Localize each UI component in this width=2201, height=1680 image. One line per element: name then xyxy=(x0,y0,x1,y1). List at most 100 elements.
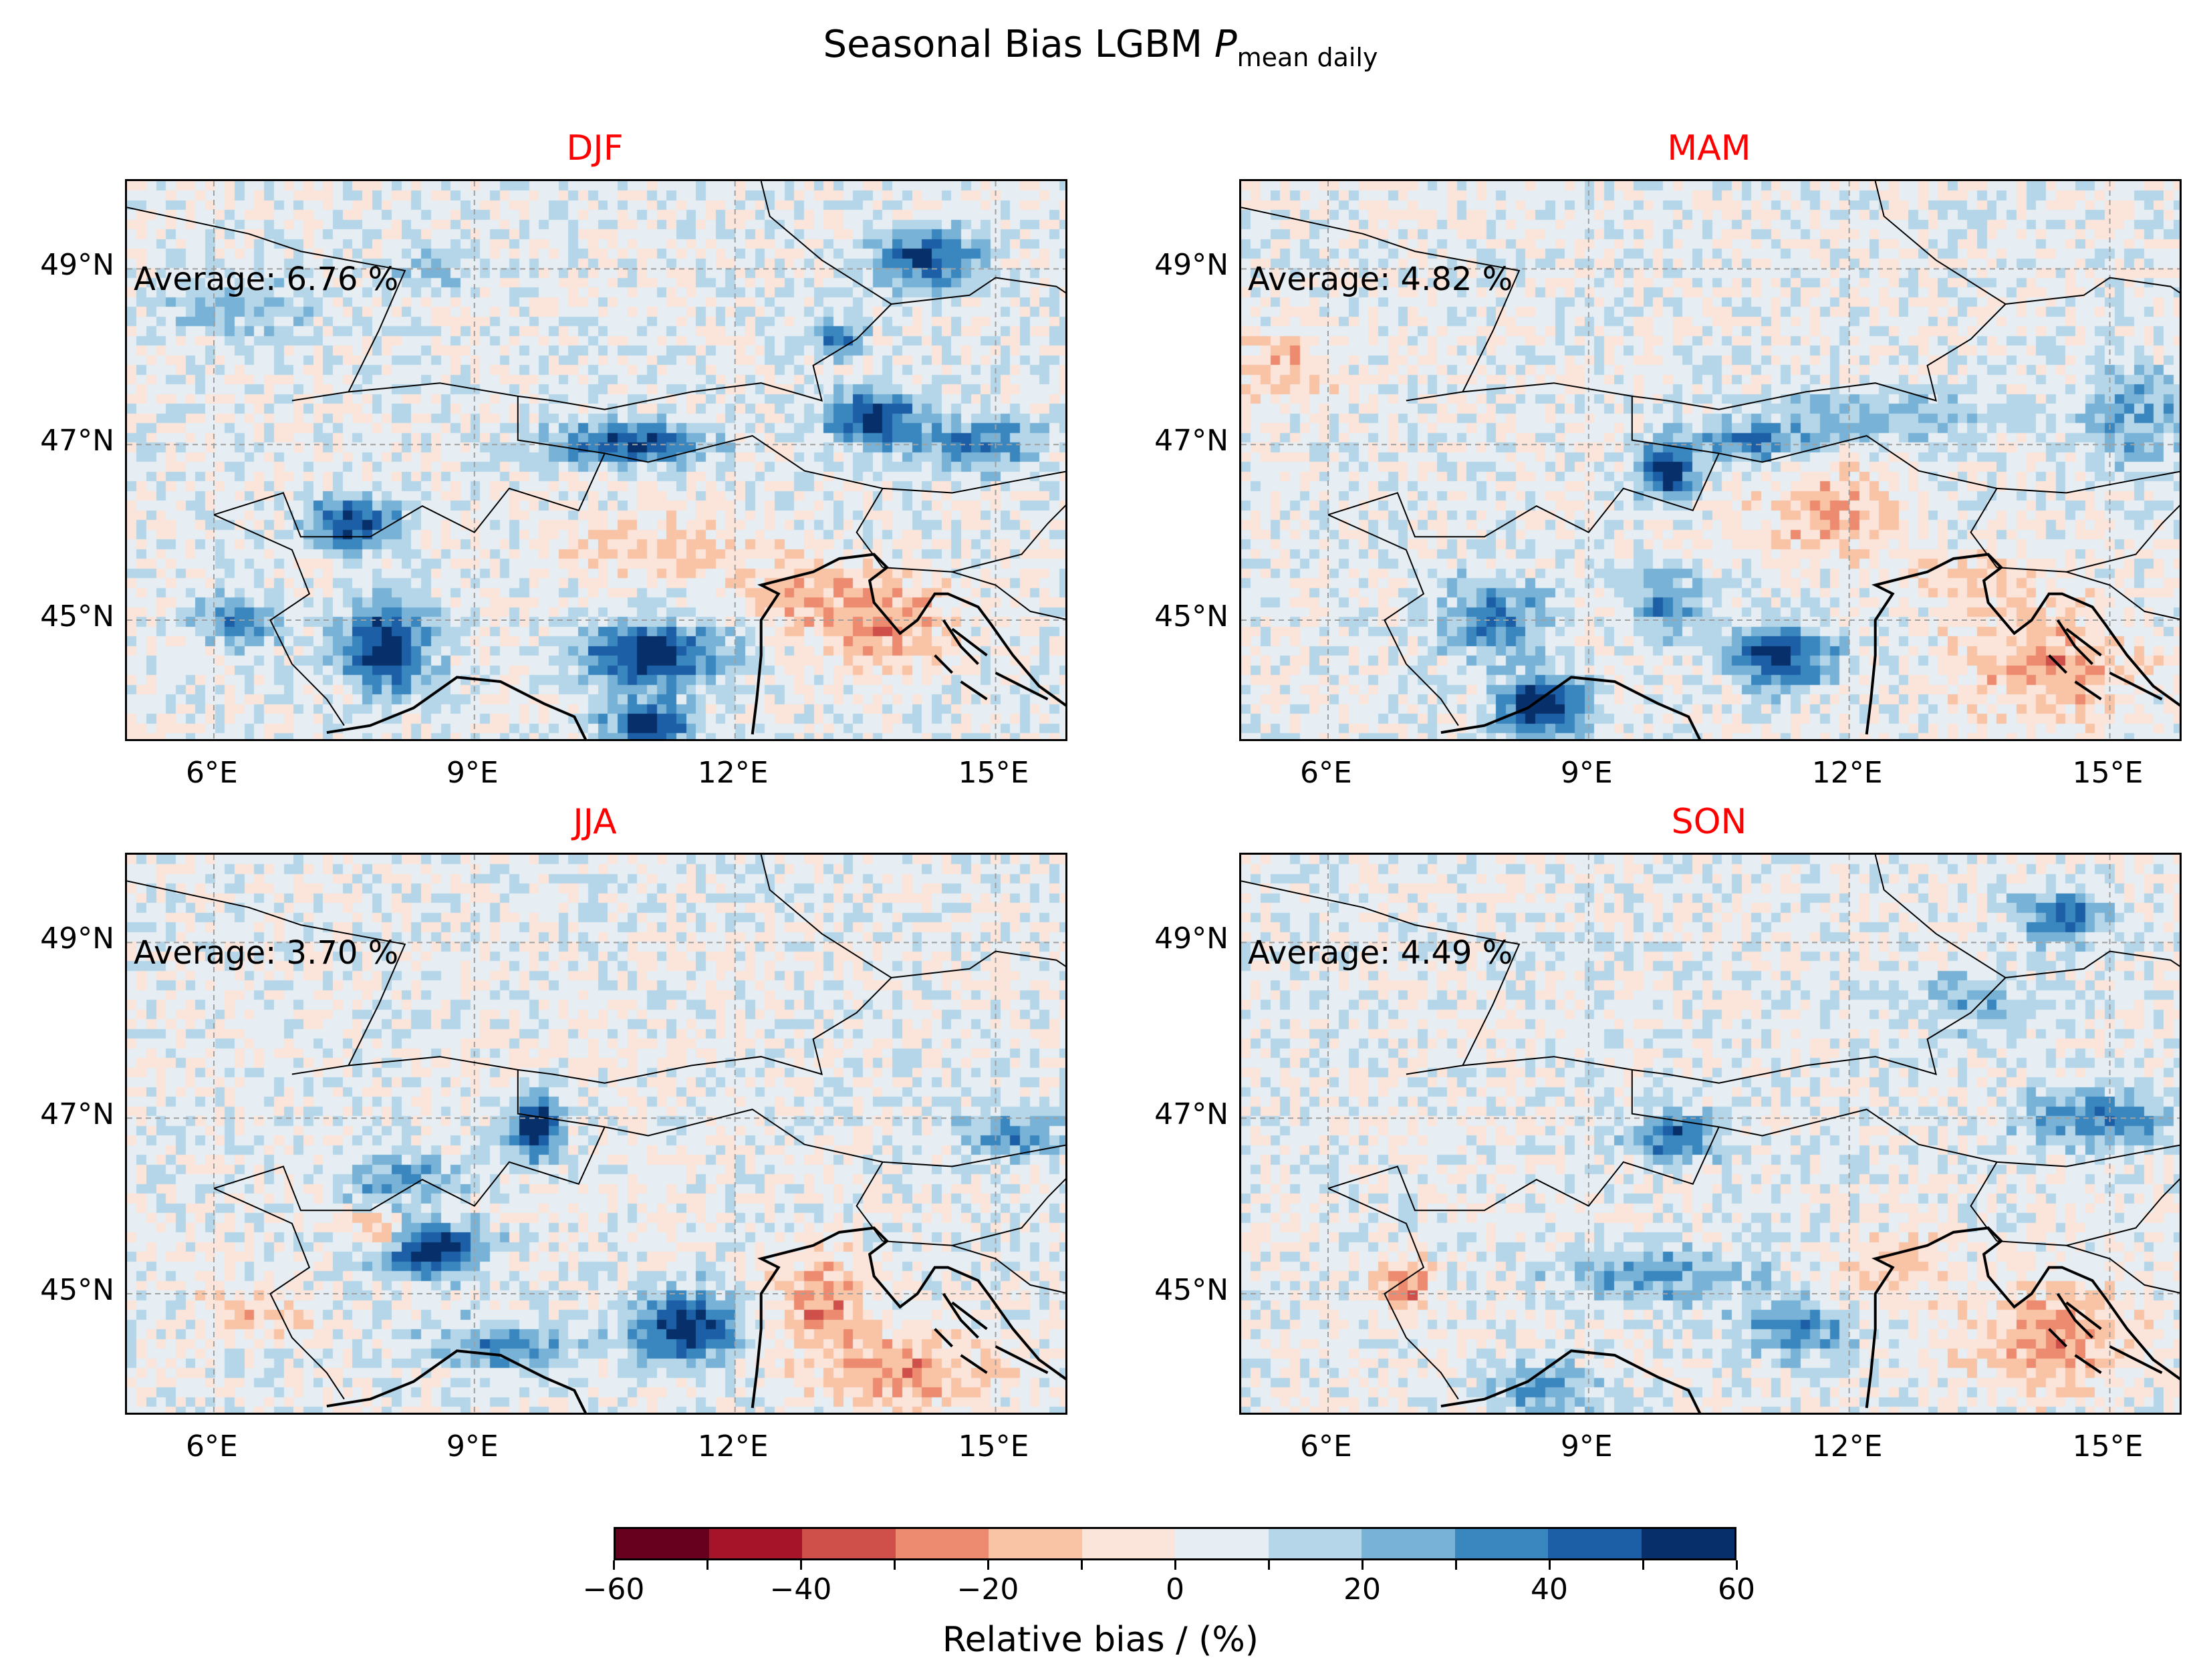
coastline xyxy=(751,1226,1065,1409)
x-tick-label: 6°E xyxy=(1300,1429,1352,1463)
country-border xyxy=(1327,1187,1459,1400)
map-overlay xyxy=(1241,181,2180,739)
coastline xyxy=(326,1349,588,1413)
colorbar-tick-mark xyxy=(1454,1560,1457,1570)
x-tick-label: 6°E xyxy=(1300,756,1352,790)
country-border xyxy=(213,435,1065,538)
colorbar-segment xyxy=(1641,1529,1734,1558)
y-tick-label: 47°N xyxy=(1154,1097,1228,1132)
x-tick-label: 9°E xyxy=(446,756,499,790)
colorbar-tick-mark xyxy=(799,1560,802,1570)
y-tick-label: 45°N xyxy=(40,1273,114,1308)
coastline xyxy=(1865,1226,2180,1409)
figure-title: Seasonal Bias LGBM Pmean daily xyxy=(0,23,2201,72)
colorbar-tick-label: 60 xyxy=(1718,1572,1755,1606)
colorbar-tick-mark xyxy=(987,1560,989,1570)
coastline xyxy=(2065,1301,2102,1331)
x-tick-label: 6°E xyxy=(186,1429,238,1463)
map-overlay xyxy=(1241,855,2180,1413)
country-border xyxy=(291,1065,349,1075)
panel-title-mam: MAM xyxy=(1667,128,1751,168)
panel-title-son: SON xyxy=(1671,802,1747,842)
colorbar-segment xyxy=(1548,1529,1642,1558)
coastline xyxy=(2048,654,2068,674)
country-border xyxy=(1406,391,1463,402)
map-overlay xyxy=(127,181,1065,739)
coastline xyxy=(934,654,954,674)
coastline xyxy=(1440,676,1702,739)
country-border xyxy=(2005,277,2180,305)
average-label-son: Average: 4.49 % xyxy=(1248,934,1513,972)
map-panel-jja xyxy=(125,853,1067,1415)
colorbar-segment xyxy=(989,1529,1082,1558)
country-border xyxy=(2005,950,2180,978)
country-border xyxy=(952,1244,1065,1294)
colorbar-tick-mark xyxy=(1267,1560,1270,1570)
colorbar-tick-mark xyxy=(1735,1560,1738,1570)
colorbar-segment xyxy=(1175,1529,1269,1558)
country-border xyxy=(882,505,1065,573)
coastline xyxy=(1865,553,2180,735)
coastline xyxy=(2074,680,2102,700)
average-label-djf: Average: 6.76 % xyxy=(134,261,399,298)
map-panel-djf xyxy=(125,179,1067,741)
coastline xyxy=(2048,1328,2068,1348)
country-border xyxy=(213,1187,345,1400)
x-tick-label: 9°E xyxy=(1560,1429,1613,1463)
country-border xyxy=(517,1069,605,1128)
colorbar-tick-label: −20 xyxy=(956,1572,1019,1606)
country-border xyxy=(882,1178,1065,1246)
colorbar-tick-label: −60 xyxy=(582,1572,645,1606)
coastline xyxy=(934,1328,954,1348)
y-tick-label: 49°N xyxy=(1154,248,1228,283)
coastline xyxy=(2109,672,2163,701)
colorbar-tick-mark xyxy=(1548,1560,1551,1570)
colorbar-tick-label: −40 xyxy=(769,1572,832,1606)
colorbar-tick-mark xyxy=(893,1560,896,1570)
colorbar-tick-mark xyxy=(1174,1560,1176,1570)
colorbar-segment xyxy=(802,1529,896,1558)
x-tick-label: 9°E xyxy=(1560,756,1613,790)
coastline xyxy=(1440,1349,1702,1413)
coastline xyxy=(326,676,588,739)
country-border xyxy=(1631,396,1719,454)
country-border xyxy=(1327,435,2180,538)
panel-title-jja: JJA xyxy=(573,802,617,842)
country-border xyxy=(1631,1069,1719,1128)
x-tick-label: 15°E xyxy=(2072,756,2144,790)
coastline xyxy=(2074,1354,2102,1374)
y-tick-label: 45°N xyxy=(1154,1273,1228,1308)
colorbar-tick-label: 20 xyxy=(1343,1572,1381,1606)
coastline xyxy=(995,672,1049,701)
coastline xyxy=(2065,627,2102,657)
coastline xyxy=(995,1345,1049,1375)
coastline xyxy=(2109,1345,2163,1375)
colorbar-tick-label: 0 xyxy=(1166,1572,1184,1606)
country-border xyxy=(2066,571,2180,620)
country-border xyxy=(1996,1178,2180,1246)
colorbar-segment xyxy=(708,1529,802,1558)
map-panel-mam xyxy=(1239,179,2182,741)
y-tick-label: 49°N xyxy=(40,248,114,283)
x-tick-label: 9°E xyxy=(446,1429,499,1463)
country-border xyxy=(1327,1109,2180,1212)
colorbar-tick-label: 40 xyxy=(1531,1572,1568,1606)
y-tick-label: 49°N xyxy=(40,922,114,956)
title-prefix: Seasonal Bias LGBM xyxy=(823,23,1214,66)
x-tick-label: 12°E xyxy=(697,756,769,790)
y-tick-label: 49°N xyxy=(1154,922,1228,956)
coastline xyxy=(2056,619,2093,666)
colorbar-segment xyxy=(895,1529,989,1558)
colorbar-tick-mark xyxy=(1361,1560,1364,1570)
country-border xyxy=(213,1109,1065,1212)
x-tick-label: 15°E xyxy=(958,756,1029,790)
country-border xyxy=(517,396,605,454)
colorbar-segment xyxy=(1081,1529,1175,1558)
coastline xyxy=(942,1292,979,1339)
colorbar xyxy=(614,1527,1736,1560)
average-label-mam: Average: 4.82 % xyxy=(1248,261,1513,298)
x-tick-label: 12°E xyxy=(1811,1429,1883,1463)
country-border xyxy=(291,391,349,402)
country-border xyxy=(952,571,1065,620)
coastline xyxy=(942,619,979,666)
